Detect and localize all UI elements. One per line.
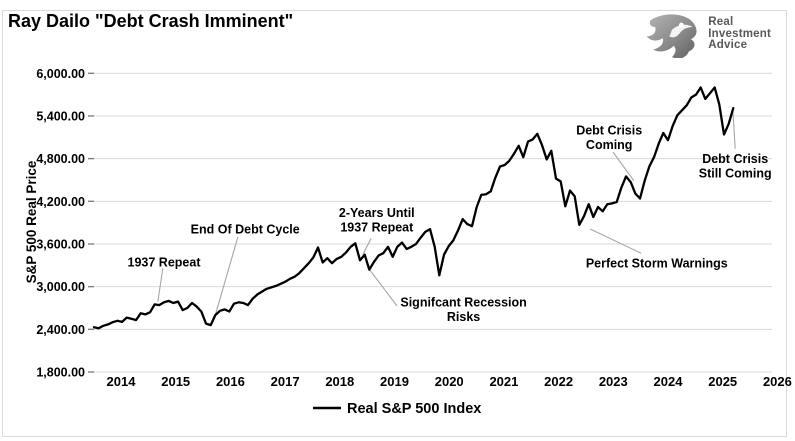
y-tick-label: 6,000.00 (36, 67, 85, 81)
significant-recession-risks-label: Risks (447, 310, 480, 324)
axis-ticks-and-labels: 6,000.00 5,400.00 4,800.00 4,200.00 3,600.00… (36, 67, 792, 389)
repeat-1937-leader-line (157, 268, 164, 302)
y-tick-label: 4,200.00 (36, 195, 85, 209)
debt-crisis-still-coming-label: Debt Crisis (702, 152, 768, 166)
x-tick-label: 2021 (489, 374, 518, 389)
real-sp500-index-line (92, 86, 735, 330)
annotation-leader-lines (157, 111, 736, 321)
y-tick-label: 2,400.00 (36, 323, 85, 337)
debt-crisis-still-coming-label: Still Coming (699, 167, 772, 181)
y-tick-label: 1,800.00 (36, 366, 85, 380)
two-years-until-1937-leader-line (362, 238, 372, 255)
end-of-debt-cycle-leader-line (213, 236, 239, 321)
x-tick-label: 2023 (599, 374, 628, 389)
x-tick-label: 2016 (216, 374, 245, 389)
y-tick-label: 5,400.00 (36, 109, 85, 123)
eagle-icon (646, 14, 697, 58)
x-tick-label: 2018 (325, 374, 354, 389)
perfect-storm-warnings-label: Perfect Storm Warnings (586, 257, 728, 271)
brand-wordmark: Real Investment Advice (708, 17, 771, 52)
y-tick-label: 3,000.00 (36, 280, 85, 294)
annotation-labels: 1937 Repeat End Of Debt Cycle 2-Years Unti… (128, 124, 772, 325)
debt-crisis-coming-label: Debt Crisis (576, 124, 642, 138)
series-lines (92, 86, 735, 330)
significant-recession-risks-leader-line (369, 269, 398, 307)
x-tick-label: 2019 (380, 374, 409, 389)
x-tick-label: 2022 (544, 374, 573, 389)
legend-label: Real S&P 500 Index (347, 401, 481, 417)
brand-logo: Real Investment Advice (643, 11, 771, 58)
y-axis-title: S&P 500 Real Price (24, 160, 39, 283)
brand-line-2: Investment (708, 27, 771, 40)
x-tick-label: 2024 (654, 374, 684, 389)
perfect-storm-warnings-leader-line (589, 228, 642, 254)
brand-line-3: Advice (708, 39, 748, 52)
y-tick-label: 3,600.00 (36, 237, 85, 251)
repeat-1937-label: 1937 Repeat (128, 255, 202, 269)
end-of-debt-cycle-label: End Of Debt Cycle (191, 223, 300, 237)
chart-title: Ray Dailo "Debt Crash Imminent" (8, 11, 294, 31)
legend: Real S&P 500 Index (313, 401, 481, 417)
x-tick-label: 2017 (271, 374, 300, 389)
x-tick-label: 2025 (708, 374, 737, 389)
two-years-until-1937-label: 2-Years Until (339, 206, 415, 220)
x-tick-label: 2015 (161, 374, 190, 389)
x-tick-label: 2026 (763, 374, 792, 389)
x-tick-label: 2020 (435, 374, 464, 389)
two-years-until-1937-label: 1937 Repeat (340, 221, 414, 235)
significant-recession-risks-label: Signifcant Recession (400, 296, 526, 310)
y-tick-label: 4,800.00 (36, 152, 85, 166)
debt-crisis-coming-leader-line (612, 151, 635, 182)
brand-line-1: Real (708, 16, 734, 29)
debt-crisis-coming-label: Coming (586, 138, 633, 152)
x-tick-label: 2014 (107, 374, 137, 389)
debt-crisis-still-coming-leader-line (732, 111, 736, 149)
